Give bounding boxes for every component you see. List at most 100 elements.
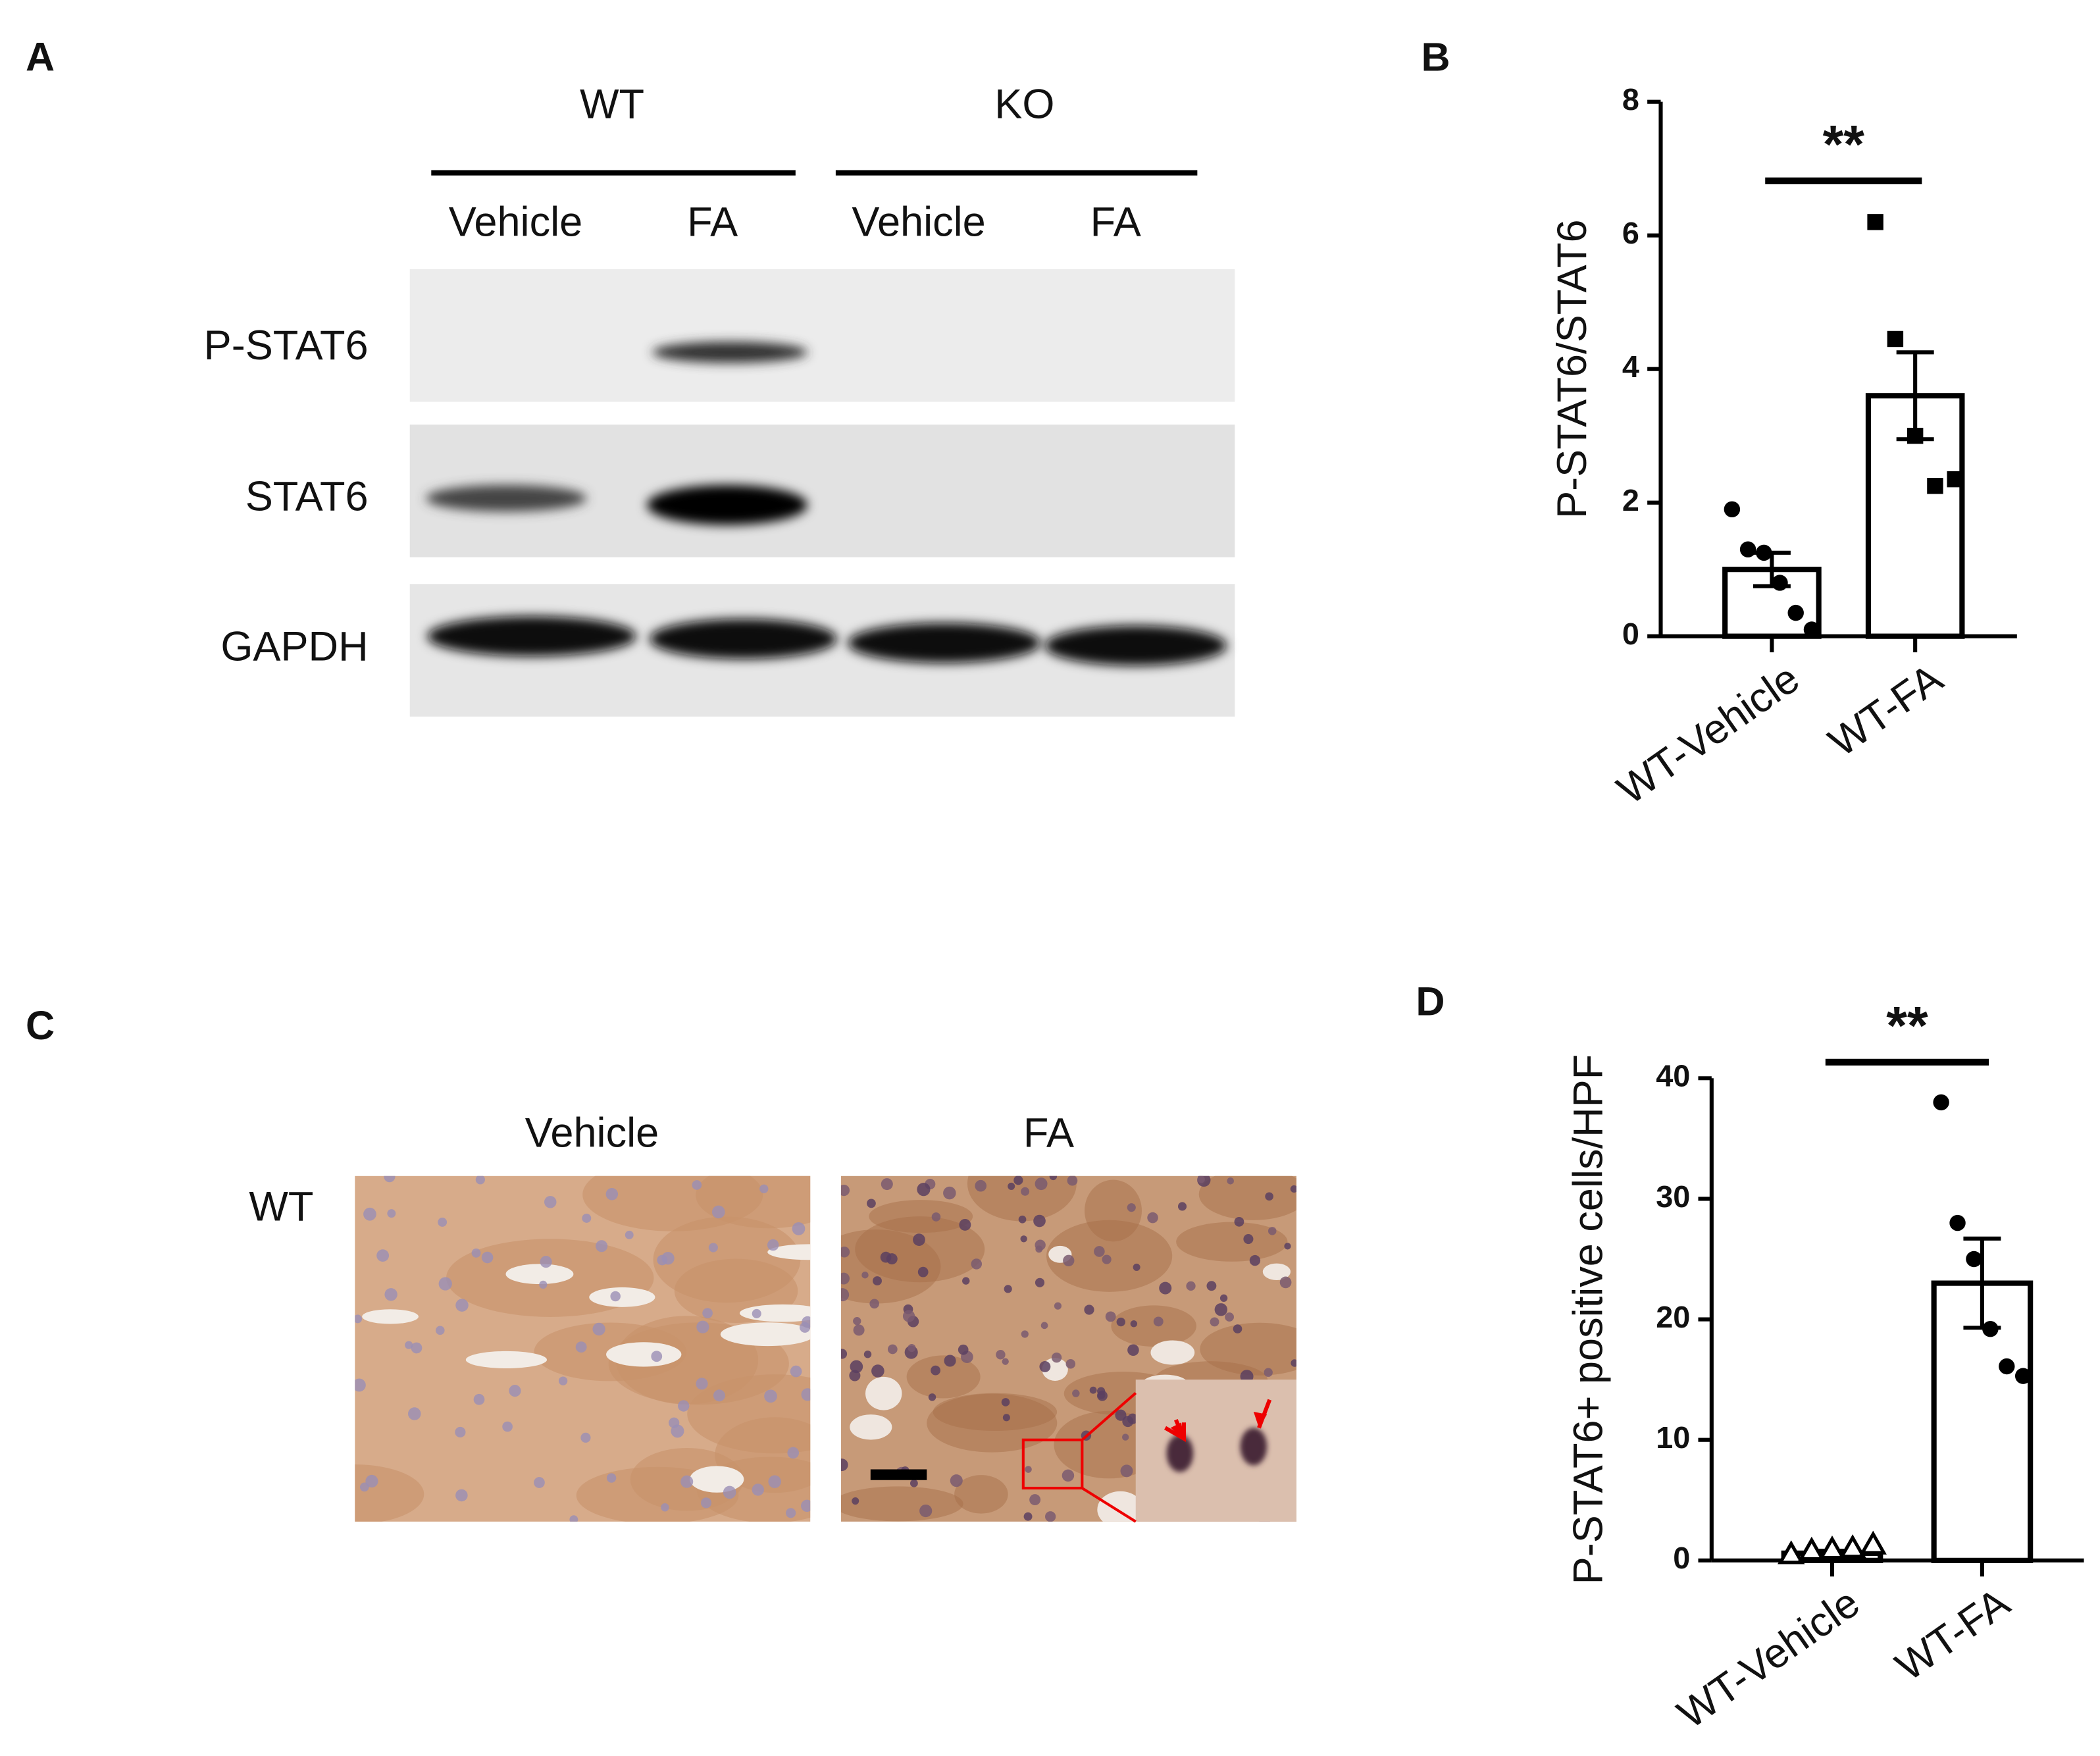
lumen — [690, 1466, 744, 1493]
nucleus — [1033, 1214, 1046, 1227]
panel-label: A — [26, 35, 55, 80]
nucleus — [801, 1388, 811, 1401]
nucleus — [1268, 1227, 1277, 1235]
nucleus — [944, 1355, 956, 1367]
nucleus — [1051, 1352, 1062, 1363]
nucleus — [1063, 1254, 1075, 1266]
data-point — [1907, 427, 1924, 444]
arrowhead — [1170, 1411, 1268, 1439]
nucleus — [1020, 1235, 1027, 1243]
tissue — [954, 1475, 1008, 1514]
nucleus — [455, 1489, 468, 1502]
nucleus — [502, 1421, 513, 1432]
nucleus — [1214, 1303, 1228, 1316]
y-tick-label: 40 — [1656, 1059, 1690, 1093]
lumen — [505, 1264, 574, 1285]
nucleus — [1021, 1330, 1029, 1338]
tissue — [841, 1486, 963, 1522]
nucleus — [471, 1248, 481, 1258]
data-point — [1818, 1535, 1846, 1560]
data-point — [1927, 478, 1943, 494]
nucleus — [786, 1508, 796, 1518]
tissue — [841, 1229, 941, 1304]
nucleus — [455, 1299, 469, 1312]
nucleus — [850, 1360, 863, 1374]
nucleus — [657, 1254, 668, 1266]
lane-label: FA — [1090, 199, 1141, 245]
nucleus — [861, 1271, 869, 1279]
tissue — [967, 1175, 1077, 1222]
band — [427, 616, 636, 657]
nucleus — [1021, 1187, 1030, 1196]
nucleus — [841, 1272, 850, 1285]
nucleus — [962, 1277, 970, 1285]
nucleus — [752, 1484, 765, 1496]
nucleus — [678, 1400, 690, 1412]
row-label: P-STAT6 — [204, 323, 369, 369]
nucleus — [1210, 1317, 1219, 1327]
column-label: Vehicle — [525, 1110, 659, 1156]
tissue — [1176, 1222, 1288, 1262]
data-point — [1999, 1358, 2015, 1375]
nucleus — [759, 1184, 769, 1193]
nucleus — [1097, 1391, 1106, 1399]
y-tick-label: 2 — [1622, 483, 1639, 517]
y-tick-label: 0 — [1673, 1541, 1690, 1575]
significance-label: ** — [1823, 115, 1865, 174]
nucleus — [1130, 1320, 1138, 1328]
nucleus — [928, 1393, 936, 1401]
inset — [1135, 1380, 1296, 1522]
group-label: WT — [580, 81, 644, 127]
nucleus — [708, 1243, 718, 1252]
lumen — [589, 1287, 655, 1307]
nucleus — [1243, 1234, 1254, 1245]
nucleus — [1084, 1304, 1094, 1315]
y-tick-label: 0 — [1622, 617, 1639, 651]
nucleus — [1153, 1316, 1164, 1327]
nucleus — [1001, 1398, 1010, 1407]
nucleus — [1197, 1175, 1205, 1183]
data-point — [1787, 604, 1804, 621]
data-point — [1803, 621, 1820, 638]
nucleus — [909, 1479, 918, 1487]
nucleus — [1067, 1175, 1078, 1186]
nucleus — [1225, 1312, 1234, 1322]
data-point — [1839, 1534, 1866, 1559]
data-point — [1982, 1320, 1999, 1337]
band — [652, 341, 808, 363]
y-tick-label: 4 — [1622, 349, 1639, 384]
data-point — [1966, 1251, 1982, 1268]
nucleus — [1029, 1494, 1041, 1506]
nucleus — [913, 1233, 925, 1246]
nucleus — [1120, 1464, 1133, 1478]
nucleus — [917, 1266, 929, 1278]
nucleus — [475, 1175, 485, 1185]
nucleus — [539, 1280, 548, 1289]
nucleus — [871, 1364, 884, 1378]
nucleus — [713, 1389, 725, 1402]
nucleus — [752, 1308, 761, 1318]
row-label: GAPDH — [220, 624, 368, 670]
nucleus — [841, 1184, 850, 1197]
y-tick-label: 10 — [1656, 1420, 1690, 1455]
blot-strip — [409, 269, 1235, 402]
nucleus — [558, 1376, 568, 1385]
nucleus — [696, 1378, 708, 1390]
nucleus — [592, 1322, 605, 1336]
nucleus — [841, 1349, 848, 1359]
tissue — [1111, 1305, 1196, 1347]
nucleus — [711, 1205, 725, 1219]
nucleus — [651, 1351, 663, 1362]
y-tick-label: 30 — [1656, 1179, 1690, 1214]
significance-label: ** — [1886, 996, 1928, 1056]
lane-label: FA — [687, 199, 738, 245]
scale-bar — [870, 1469, 927, 1480]
group-label: KO — [994, 81, 1054, 127]
nucleus — [841, 1288, 850, 1302]
nucleus — [1206, 1281, 1217, 1291]
band — [650, 619, 837, 659]
nucleus — [902, 1310, 915, 1322]
nucleus — [481, 1251, 494, 1264]
nucleus — [971, 1258, 983, 1270]
